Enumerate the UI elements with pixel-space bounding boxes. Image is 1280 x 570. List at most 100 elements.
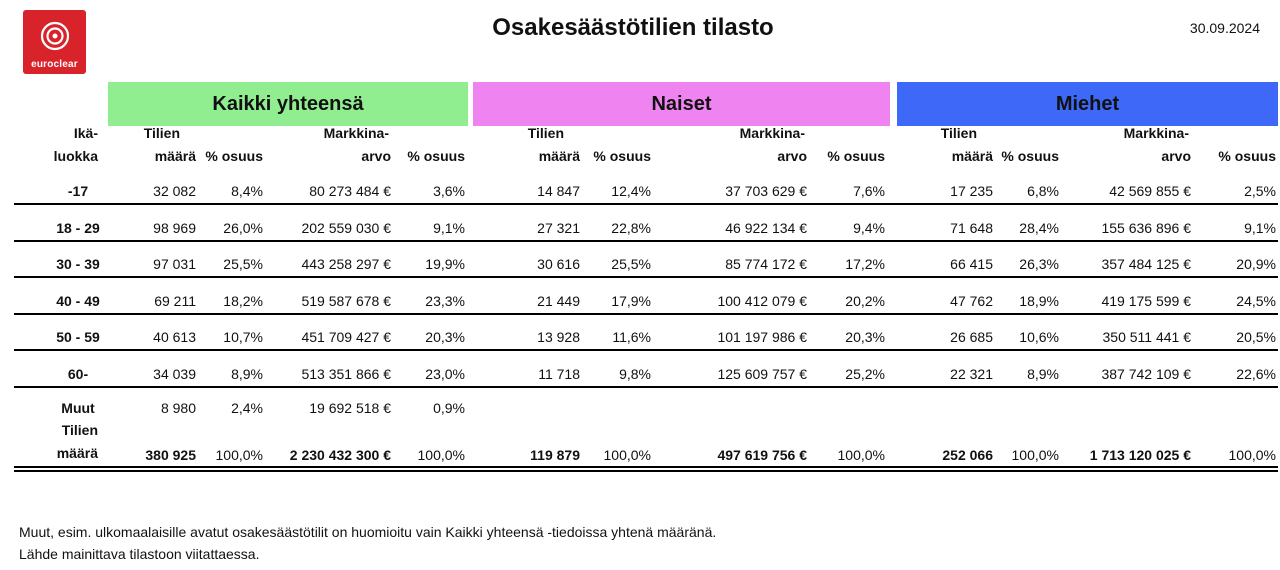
age-group-label: 18 - 29 (56, 220, 100, 236)
table-cell: 17,2% (845, 256, 885, 272)
table-cell: 32 082 (153, 183, 196, 199)
age-group-label: Muut (61, 400, 95, 416)
total-cell: 100,0% (837, 447, 885, 463)
total-cell: 100,0% (1011, 447, 1059, 463)
table-cell: 23,0% (425, 366, 465, 382)
count-header: määrä (951, 148, 993, 164)
table-cell: 100 412 079 € (717, 293, 807, 309)
table-cell: 11,6% (612, 329, 651, 345)
table-cell: 71 648 (950, 220, 993, 236)
table-cell: 69 211 (154, 293, 196, 309)
table-cell: 350 511 441 € (1102, 329, 1192, 345)
row-divider (14, 313, 1278, 315)
total-cell: 100,0% (215, 447, 263, 463)
table-cell: 357 484 125 € (1101, 256, 1191, 272)
footnote-source: Lähde mainittava tilastoon viitattaessa. (19, 546, 260, 562)
count-header: Tilien (940, 125, 977, 141)
table-cell: 519 587 678 € (301, 293, 391, 309)
total-cell: 100,0% (603, 447, 651, 463)
count-header: määrä (538, 148, 580, 164)
table-cell: 97 031 (153, 256, 196, 272)
age-group-label: 40 - 49 (56, 293, 100, 309)
group-header-miehet: Miehet (897, 82, 1278, 126)
table-cell: 387 742 109 € (1101, 366, 1191, 382)
table-cell: 47 762 (950, 293, 993, 309)
table-cell: 42 569 855 € (1109, 183, 1191, 199)
table-cell: 10,6% (1019, 329, 1059, 345)
table-cell: 8,9% (1027, 366, 1059, 382)
table-cell: 419 175 599 € (1101, 293, 1191, 309)
total-cell: 497 619 756 € (717, 447, 807, 463)
value-header: Markkina- (739, 125, 805, 141)
table-cell: 7,6% (853, 183, 885, 199)
age-header: Ikä- (73, 125, 98, 141)
count-header: Tilien (527, 125, 564, 141)
total-label: määrä (56, 445, 98, 461)
table-cell: 26,3% (1019, 256, 1059, 272)
table-cell: 25,5% (223, 256, 263, 272)
total-cell: 100,0% (1228, 447, 1276, 463)
page-title: Osakesäästötilien tilasto (492, 14, 774, 41)
table-cell: 40 613 (153, 329, 196, 345)
table-cell: 11 718 (538, 366, 580, 382)
table-cell: 20,5% (1236, 329, 1276, 345)
age-header: luokka (53, 148, 98, 164)
total-divider (14, 466, 1278, 468)
table-cell: 6,8% (1027, 183, 1059, 199)
table-cell: 27 321 (537, 220, 580, 236)
report-date: 30.09.2024 (1189, 20, 1260, 36)
pct-header: % osuus (407, 148, 465, 164)
swirl-logo-icon (40, 21, 70, 51)
table-cell: 9,1% (433, 220, 465, 236)
pct-header: % osuus (1218, 148, 1276, 164)
table-cell: 30 616 (537, 256, 580, 272)
table-cell: 12,4% (611, 183, 651, 199)
euroclear-logo: euroclear (23, 10, 86, 74)
table-cell: 21 449 (537, 293, 580, 309)
table-cell: 46 922 134 € (725, 220, 807, 236)
total-cell: 1 713 120 025 € (1089, 447, 1191, 463)
table-cell: 98 969 (153, 220, 196, 236)
table-cell: 13 928 (537, 329, 580, 345)
row-divider (14, 240, 1278, 242)
total-cell: 252 066 (942, 447, 993, 463)
row-divider (14, 386, 1278, 388)
table-cell: 443 258 297 € (301, 256, 391, 272)
table-cell: 20,3% (845, 329, 885, 345)
row-divider (14, 276, 1278, 278)
table-cell: 22,6% (1236, 366, 1276, 382)
total-divider (14, 470, 1278, 472)
table-cell: 26,0% (223, 220, 263, 236)
value-header: Markkina- (323, 125, 389, 141)
table-cell: 66 415 (950, 256, 993, 272)
table-cell: 22 321 (950, 366, 993, 382)
table-cell: 202 559 030 € (301, 220, 391, 236)
table-cell: 0,9% (433, 400, 465, 416)
group-header-kaikki: Kaikki yhteensä (108, 82, 468, 126)
table-cell: 101 197 986 € (717, 329, 807, 345)
table-cell: 17 235 (950, 183, 993, 199)
table-cell: 155 636 896 € (1101, 220, 1191, 236)
pct-header: % osuus (205, 148, 263, 164)
table-cell: 451 709 427 € (301, 329, 391, 345)
table-cell: 9,8% (619, 366, 651, 382)
table-cell: 22,8% (611, 220, 651, 236)
table-cell: 10,7% (223, 329, 263, 345)
count-header: Tilien (143, 125, 180, 141)
table-cell: 80 273 484 € (309, 183, 391, 199)
table-cell: 19,9% (425, 256, 465, 272)
table-cell: 34 039 (153, 366, 196, 382)
total-cell: 380 925 (145, 447, 196, 463)
total-cell: 2 230 432 300 € (289, 447, 391, 463)
table-cell: 23,3% (425, 293, 465, 309)
table-cell: 9,4% (853, 220, 885, 236)
table-cell: 8 980 (160, 400, 196, 416)
table-cell: 26 685 (950, 329, 993, 345)
table-cell: 24,5% (1236, 293, 1276, 309)
age-group-label: 50 - 59 (56, 329, 100, 345)
table-cell: 3,6% (433, 183, 465, 199)
pct-header: % osuus (1001, 148, 1059, 164)
pct-header: % osuus (593, 148, 651, 164)
table-cell: 9,1% (1244, 220, 1276, 236)
table-cell: 37 703 629 € (725, 183, 807, 199)
